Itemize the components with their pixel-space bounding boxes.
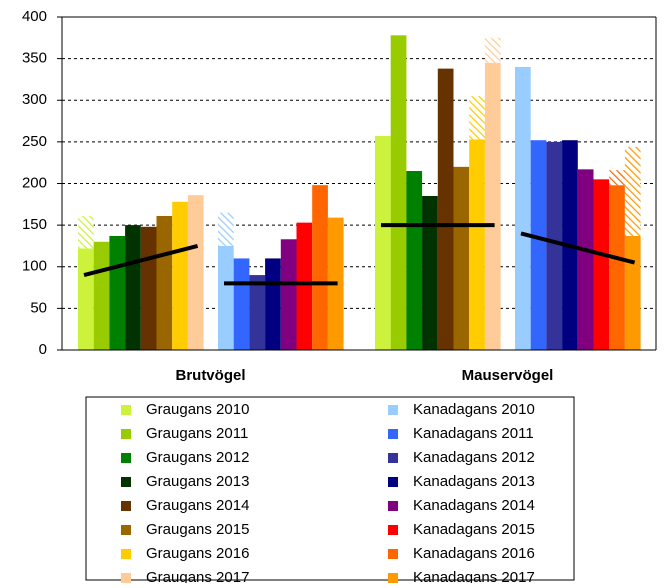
bar-hatched <box>469 96 485 140</box>
bar <box>93 241 110 350</box>
legend-label: Kanadagans 2013 <box>413 473 535 490</box>
bar <box>624 235 641 350</box>
bar <box>375 136 391 350</box>
legend-swatch <box>121 525 131 535</box>
legend-swatch <box>121 501 131 511</box>
bar <box>437 68 454 351</box>
bar <box>187 195 204 350</box>
legend-swatch <box>121 405 131 415</box>
legend-swatch <box>121 429 131 439</box>
legend-label: Graugans 2011 <box>146 425 248 442</box>
bar <box>265 258 281 350</box>
legend-swatch <box>388 525 398 535</box>
legend-label: Graugans 2014 <box>146 497 249 514</box>
legend-label: Kanadagans 2016 <box>413 545 535 562</box>
bar <box>422 195 438 350</box>
bar-hatched <box>609 170 625 186</box>
legend-swatch <box>388 501 398 511</box>
legend-box <box>85 396 575 581</box>
bar <box>530 140 547 350</box>
legend-label: Kanadagans 2012 <box>413 449 535 466</box>
y-tick-label: 150 <box>22 216 47 233</box>
legend-label: Kanadagans 2015 <box>413 521 535 538</box>
legend-label: Kanadagans 2014 <box>413 497 535 514</box>
bar <box>156 215 173 350</box>
legend-swatch <box>388 453 398 463</box>
bar <box>296 222 313 350</box>
bar <box>406 171 423 350</box>
bar <box>593 179 610 350</box>
legend-swatch <box>388 405 398 415</box>
y-tick-label: 0 <box>39 341 47 358</box>
legend-swatch <box>121 573 131 583</box>
y-tick-label: 50 <box>30 299 47 316</box>
y-tick-label: 250 <box>22 133 47 150</box>
bar <box>609 185 625 350</box>
legend-label: Graugans 2016 <box>146 545 249 562</box>
legend-swatch <box>388 429 398 439</box>
trend-line <box>520 231 636 265</box>
legend-swatch <box>121 453 131 463</box>
bar <box>390 35 407 350</box>
y-tick-label: 400 <box>22 8 47 25</box>
bar <box>546 141 563 350</box>
bar-hatched <box>78 215 94 249</box>
legend-label: Kanadagans 2010 <box>413 401 535 418</box>
bar <box>312 185 328 350</box>
legend-label: Graugans 2017 <box>146 569 249 583</box>
bar <box>172 201 188 350</box>
bar <box>484 62 501 350</box>
legend-swatch <box>121 477 131 487</box>
legend-swatch <box>388 477 398 487</box>
bar-hatched <box>624 146 641 236</box>
bar <box>218 245 234 350</box>
bar <box>140 226 157 350</box>
legend-swatch <box>121 549 131 559</box>
x-tick-label: Mauservögel <box>462 367 554 384</box>
bar <box>233 258 250 350</box>
legend-swatch <box>388 549 398 559</box>
y-tick-label: 200 <box>22 174 47 191</box>
bar <box>577 169 594 350</box>
bar <box>125 225 141 350</box>
bar <box>78 248 94 350</box>
x-tick-label: Brutvögel <box>175 367 245 384</box>
bar-hatched <box>484 37 501 63</box>
bar <box>109 235 126 350</box>
legend-label: Graugans 2010 <box>146 401 249 418</box>
legend-swatch <box>388 573 398 583</box>
bar <box>453 166 470 350</box>
trend-line <box>83 244 199 278</box>
legend-label: Graugans 2012 <box>146 449 249 466</box>
y-tick-label: 300 <box>22 91 47 108</box>
bar <box>280 239 297 350</box>
y-tick-label: 350 <box>22 50 47 67</box>
legend-label: Graugans 2015 <box>146 521 249 538</box>
y-tick-label: 100 <box>22 258 47 275</box>
bar <box>249 275 266 350</box>
legend-label: Kanadagans 2011 <box>413 425 534 442</box>
bar <box>469 139 485 350</box>
legend-label: Graugans 2013 <box>146 473 249 490</box>
bar-hatched <box>218 212 234 246</box>
bar <box>515 66 531 350</box>
legend-label: Kanadagans 2017 <box>413 569 535 583</box>
